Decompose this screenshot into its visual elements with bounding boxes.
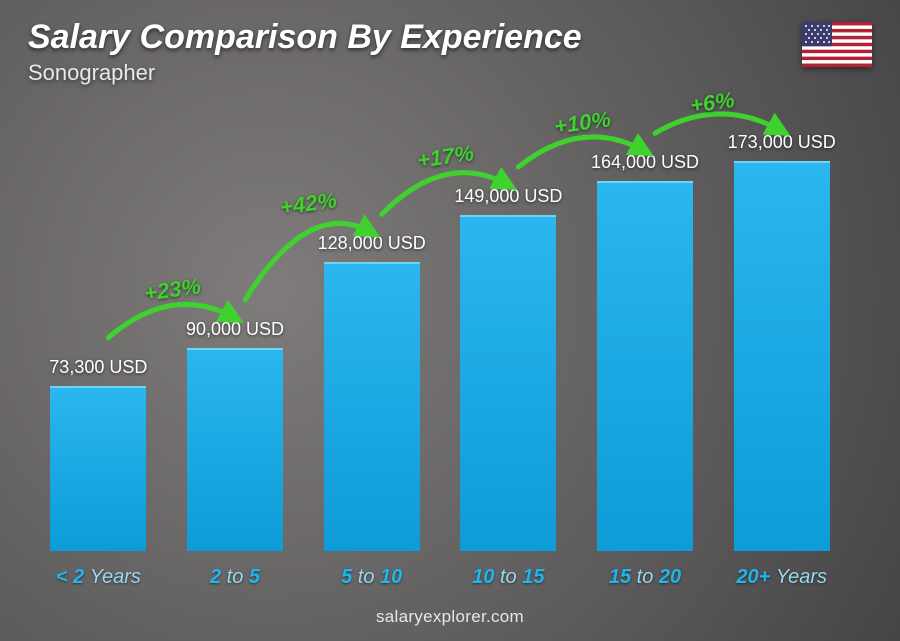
bar: [460, 215, 556, 551]
x-tick: 20+ Years: [713, 566, 850, 589]
chart-stage: Salary Comparison By Experience Sonograp…: [0, 0, 900, 641]
x-tick: 2 to 5: [167, 566, 304, 589]
bar-wrap: 173,000 USD: [713, 100, 850, 551]
bar-value-label: 73,300 USD: [49, 357, 147, 378]
bar-value-label: 164,000 USD: [591, 152, 699, 173]
bar: [597, 181, 693, 551]
bar-value-label: 173,000 USD: [728, 132, 836, 153]
footer-attribution: salaryexplorer.com: [0, 607, 900, 627]
chart-title: Salary Comparison By Experience: [28, 18, 582, 57]
x-tick: 10 to 15: [440, 566, 577, 589]
bar: [324, 262, 420, 551]
chart-area: 73,300 USD 90,000 USD 128,000 USD 149,000 U…: [30, 100, 850, 551]
x-tick: 5 to 10: [303, 566, 440, 589]
bar: [50, 386, 146, 551]
bar: [734, 161, 830, 551]
flag-icon: [802, 22, 872, 67]
bar-wrap: 90,000 USD: [167, 100, 304, 551]
chart-subtitle: Sonographer: [28, 60, 155, 86]
bar-value-label: 149,000 USD: [454, 186, 562, 207]
x-tick: 15 to 20: [577, 566, 714, 589]
bar: [187, 348, 283, 551]
x-axis: < 2 Years2 to 55 to 1010 to 1515 to 2020…: [30, 566, 850, 589]
bar-value-label: 90,000 USD: [186, 319, 284, 340]
bar-wrap: 164,000 USD: [577, 100, 714, 551]
bar-wrap: 73,300 USD: [30, 100, 167, 551]
x-tick: < 2 Years: [30, 566, 167, 589]
bar-value-label: 128,000 USD: [318, 233, 426, 254]
